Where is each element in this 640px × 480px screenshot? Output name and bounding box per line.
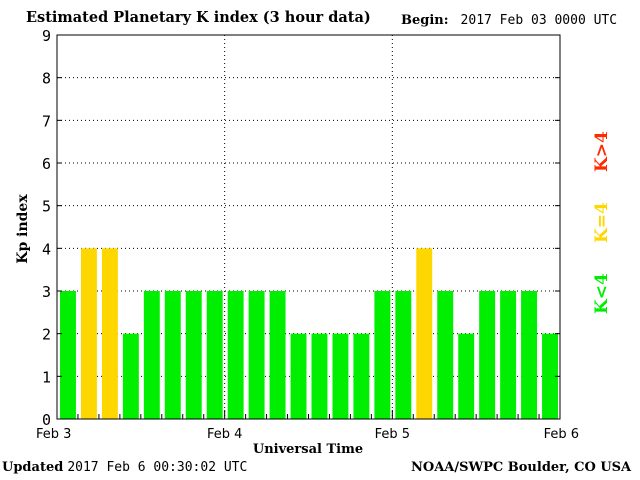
y-tick-label: 1 <box>42 368 51 386</box>
kp-bar <box>80 248 97 419</box>
y-tick-label: 4 <box>42 240 51 258</box>
kp-bar <box>122 333 139 419</box>
kp-bar <box>248 291 265 419</box>
y-tick-label: 8 <box>42 70 51 88</box>
kp-bar <box>374 291 391 419</box>
updated-time: Updated 2017 Feb 6 00:30:02 UTC <box>2 460 247 475</box>
updated-label: Updated <box>2 460 64 475</box>
kp-bar <box>437 291 454 419</box>
kp-bar <box>227 291 244 419</box>
kp-bar <box>143 291 160 419</box>
x-axis: Feb 3 Feb 4 Feb 5 Feb 6 <box>36 410 579 442</box>
x-tick-label: Feb 3 <box>36 427 71 442</box>
y-axis-label: Kp index <box>15 194 31 264</box>
legend-k-below-4: K<4 <box>592 273 612 314</box>
x-axis-label: Universal Time <box>253 442 363 457</box>
kp-bar <box>60 291 76 419</box>
updated-value: 2017 Feb 6 00:30:02 UTC <box>67 460 248 475</box>
chart-title: Estimated Planetary K index (3 hour data… <box>26 9 371 26</box>
legend-k-above-4: K>4 <box>592 131 612 172</box>
kp-bar <box>206 291 223 419</box>
kp-bar <box>164 291 181 419</box>
kp-bar <box>542 333 558 419</box>
kp-bar <box>185 291 202 419</box>
kp-bar <box>521 291 538 419</box>
grid-lines <box>57 35 560 419</box>
y-tick-label: 7 <box>42 112 51 130</box>
kp-bar <box>416 248 433 419</box>
kp-bar <box>290 333 307 419</box>
y-tick-label: 5 <box>42 198 51 216</box>
kp-bar <box>353 333 370 419</box>
bars <box>60 248 558 419</box>
begin-time: Begin: 2017 Feb 03 0000 UTC <box>401 13 617 28</box>
y-tick-label: 9 <box>42 27 51 45</box>
kp-bar <box>311 333 328 419</box>
source-credit: NOAA/SWPC Boulder, CO USA <box>411 460 632 475</box>
begin-value: 2017 Feb 03 0000 UTC <box>460 13 618 28</box>
y-tick-label: 0 <box>42 411 51 429</box>
y-tick-label: 6 <box>42 155 51 173</box>
y-axis: 0 1 2 3 4 5 6 7 8 9 <box>42 27 560 429</box>
kp-bar <box>395 291 412 419</box>
x-tick-label: Feb 4 <box>207 427 242 442</box>
kp-bar <box>101 248 118 419</box>
legend-k-equal-4: K=4 <box>592 202 612 243</box>
kp-bar <box>269 291 286 419</box>
y-tick-label: 3 <box>42 283 51 301</box>
kp-bar <box>500 291 517 419</box>
x-tick-label: Feb 6 <box>544 427 579 442</box>
kp-bar <box>458 333 475 419</box>
kp-bar <box>332 333 349 419</box>
kp-bar <box>479 291 496 419</box>
y-tick-label: 2 <box>42 326 51 344</box>
x-tick-label: Feb 5 <box>375 427 410 442</box>
begin-label: Begin: <box>401 13 449 28</box>
